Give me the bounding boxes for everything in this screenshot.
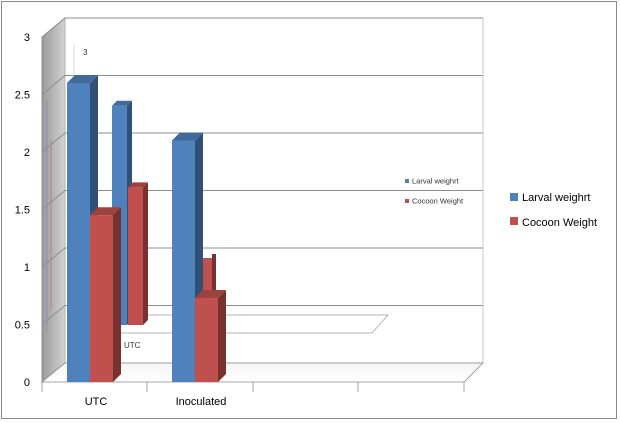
bar-inoculated-cocoon-front <box>195 298 218 382</box>
grid-line <box>41 75 483 95</box>
ghost-bar-front <box>128 187 143 325</box>
ghost-legend-label-larval: Larval weighrt <box>412 177 460 186</box>
legend-label-cocoon: Cocoon Weight <box>522 217 597 229</box>
ghost-chart: 3 UTC Larval weighrt Cocoon Weight <box>72 45 464 350</box>
y-tick-label: 0.5 <box>15 320 30 332</box>
bar-utc-cocoon-front <box>90 215 113 382</box>
y-tick-label: 2 <box>24 147 30 159</box>
bar-utc-cocoon <box>90 207 121 382</box>
y-tick-label: 2.5 <box>15 90 30 102</box>
bar-inoculated-cocoon <box>195 290 226 382</box>
grid-line <box>41 190 483 210</box>
grid-line <box>41 247 483 268</box>
ghost-category-label: UTC <box>124 341 141 350</box>
floor <box>40 362 484 383</box>
bar-utc-larval-top <box>67 75 98 83</box>
grid-line <box>41 305 483 325</box>
side-wall-marks <box>46 100 52 330</box>
ghost-bar <box>128 182 148 325</box>
grid-lines <box>41 17 483 325</box>
y-tick-labels: 0 0.5 1 1.5 2 2.5 3 <box>15 32 30 389</box>
legend: Larval weighrt Cocoon Weight <box>510 192 597 229</box>
legend-label-larval: Larval weighrt <box>522 192 590 204</box>
grid-line <box>41 17 483 38</box>
x-axis-ticks <box>41 382 465 392</box>
bar-inoculated-cocoon-top <box>195 290 226 299</box>
bar-inoculated-cocoon-side <box>218 290 226 382</box>
ghost-bar-top <box>128 182 148 188</box>
ghost-bar-stub-side <box>212 254 216 291</box>
ghost-bar-side <box>143 182 148 325</box>
bar-utc-cocoon-top <box>90 207 121 216</box>
grid-line <box>41 132 483 153</box>
bars <box>67 75 226 382</box>
bar-utc-cocoon-side <box>113 207 121 382</box>
y-tick-label: 0 <box>24 377 30 389</box>
bar-utc-larval-front <box>67 83 90 382</box>
bar-inoculated-larval-top <box>172 132 203 141</box>
ghost-legend-label-cocoon: Cocoon Weight <box>412 197 464 206</box>
ghost-legend-swatch-larval <box>405 179 409 183</box>
ghost-tick-label: 3 <box>83 48 88 57</box>
y-tick-label: 1 <box>24 262 30 274</box>
y-tick-label: 1.5 <box>15 205 30 217</box>
x-category-label-inoculated: Inoculated <box>176 396 227 408</box>
y-tick-label: 3 <box>24 32 30 44</box>
ghost-bar-top <box>112 100 132 106</box>
legend-swatch-cocoon <box>510 217 518 225</box>
ghost-bar-stub <box>203 258 212 295</box>
ghost-legend-swatch-cocoon <box>405 199 409 203</box>
x-category-label-utc: UTC <box>85 396 108 408</box>
legend-swatch-larval <box>510 193 518 201</box>
bar-inoculated-larval-front <box>172 140 195 382</box>
ghost-legend: Larval weighrt Cocoon Weight <box>405 177 464 206</box>
